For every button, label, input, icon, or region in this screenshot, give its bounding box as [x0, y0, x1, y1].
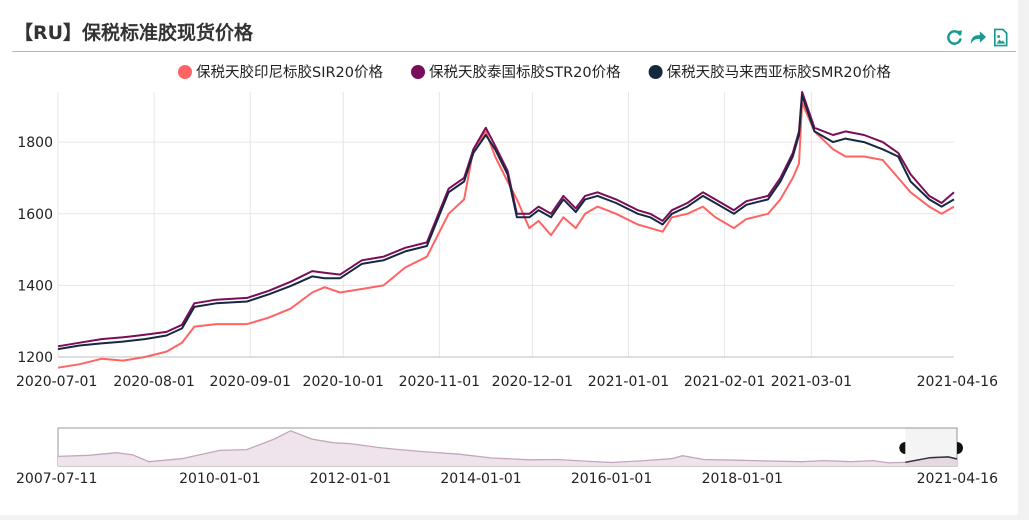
- overview-x-tick-label: 2010-01-01: [179, 471, 260, 487]
- legend-item-sir20[interactable]: 保税天胶印尼标胶SIR20价格: [178, 64, 384, 81]
- overview-right-handle[interactable]: [957, 442, 963, 454]
- page-title: 【RU】保税标准胶现货价格: [14, 22, 254, 44]
- overview-x-tick-label: 2016-01-01: [571, 471, 652, 487]
- x-tick-label: 2021-02-01: [684, 374, 765, 390]
- legend-label: 保税天胶泰国标胶STR20价格: [429, 64, 621, 81]
- save-image-icon[interactable]: [991, 28, 1010, 47]
- x-tick-label: 2020-10-01: [303, 374, 384, 390]
- share-icon[interactable]: [968, 28, 987, 47]
- title-bar: 【RU】保税标准胶现货价格: [12, 0, 1016, 52]
- x-tick-label: 2021-03-01: [771, 374, 852, 390]
- overview-slider[interactable]: [57, 427, 963, 467]
- x-tick-label: 2020-07-01: [16, 374, 97, 390]
- legend: 保税天胶印尼标胶SIR20价格 保税天胶泰国标胶STR20价格 保税天胶马来西亚标胶…: [178, 64, 891, 81]
- handle-knob: [957, 442, 963, 454]
- overview-x-tick-label: 2018-01-01: [702, 471, 783, 487]
- overview-selected-line: [905, 456, 958, 464]
- legend-label: 保税天胶马来西亚标胶SMR20价格: [667, 64, 892, 81]
- refresh-icon[interactable]: [945, 28, 964, 47]
- x-tick-label: 2020-09-01: [210, 374, 291, 390]
- chart-panel: 【RU】保税标准胶现货价格: [0, 0, 1018, 515]
- series-line-str20: [57, 91, 955, 348]
- series-line-sir20: [57, 101, 955, 369]
- overview-x-tick-label: 2012-01-01: [310, 471, 391, 487]
- overview-x-tick-labels: 2007-07-11 2010-01-01 2012-01-01 2014-01-01…: [16, 471, 998, 487]
- x-tick-label: 2021-01-01: [588, 374, 669, 390]
- main-grid: [57, 92, 954, 358]
- x-tick-label: 2021-04-16: [917, 374, 998, 390]
- overview-left-handle[interactable]: [899, 442, 906, 454]
- y-tick-label: 1400: [17, 278, 53, 294]
- main-x-tick-labels: 2020-07-01 2020-08-01 2020-09-01 2020-10-01…: [16, 374, 998, 390]
- legend-item-str20[interactable]: 保税天胶泰国标胶STR20价格: [411, 64, 621, 81]
- overview-x-tick-label: 2021-04-16: [917, 471, 998, 487]
- x-tick-label: 2020-11-01: [399, 374, 480, 390]
- x-tick-label: 2020-12-01: [492, 374, 573, 390]
- overview-selected-window: [905, 428, 957, 466]
- legend-marker: [178, 65, 192, 79]
- overview-area: [58, 430, 957, 466]
- legend-label: 保税天胶印尼标胶SIR20价格: [196, 64, 384, 81]
- main-y-axis: 1200 1400 1600 1800: [17, 135, 53, 366]
- x-tick-label: 2020-08-01: [113, 374, 194, 390]
- y-tick-label: 1200: [17, 350, 53, 366]
- y-tick-label: 1800: [17, 135, 53, 151]
- overview-line: [57, 430, 958, 464]
- y-tick-label: 1600: [17, 207, 53, 223]
- legend-marker: [411, 65, 426, 79]
- series-line-smr20: [57, 94, 955, 351]
- toolbar: [945, 28, 1010, 47]
- legend-marker: [648, 65, 663, 79]
- legend-item-smr20[interactable]: 保税天胶马来西亚标胶SMR20价格: [648, 64, 892, 81]
- handle-knob: [899, 442, 906, 454]
- overview-x-tick-label: 2007-07-11: [16, 471, 97, 487]
- overview-x-tick-label: 2014-01-01: [440, 471, 521, 487]
- main-plot-lines: [57, 91, 955, 369]
